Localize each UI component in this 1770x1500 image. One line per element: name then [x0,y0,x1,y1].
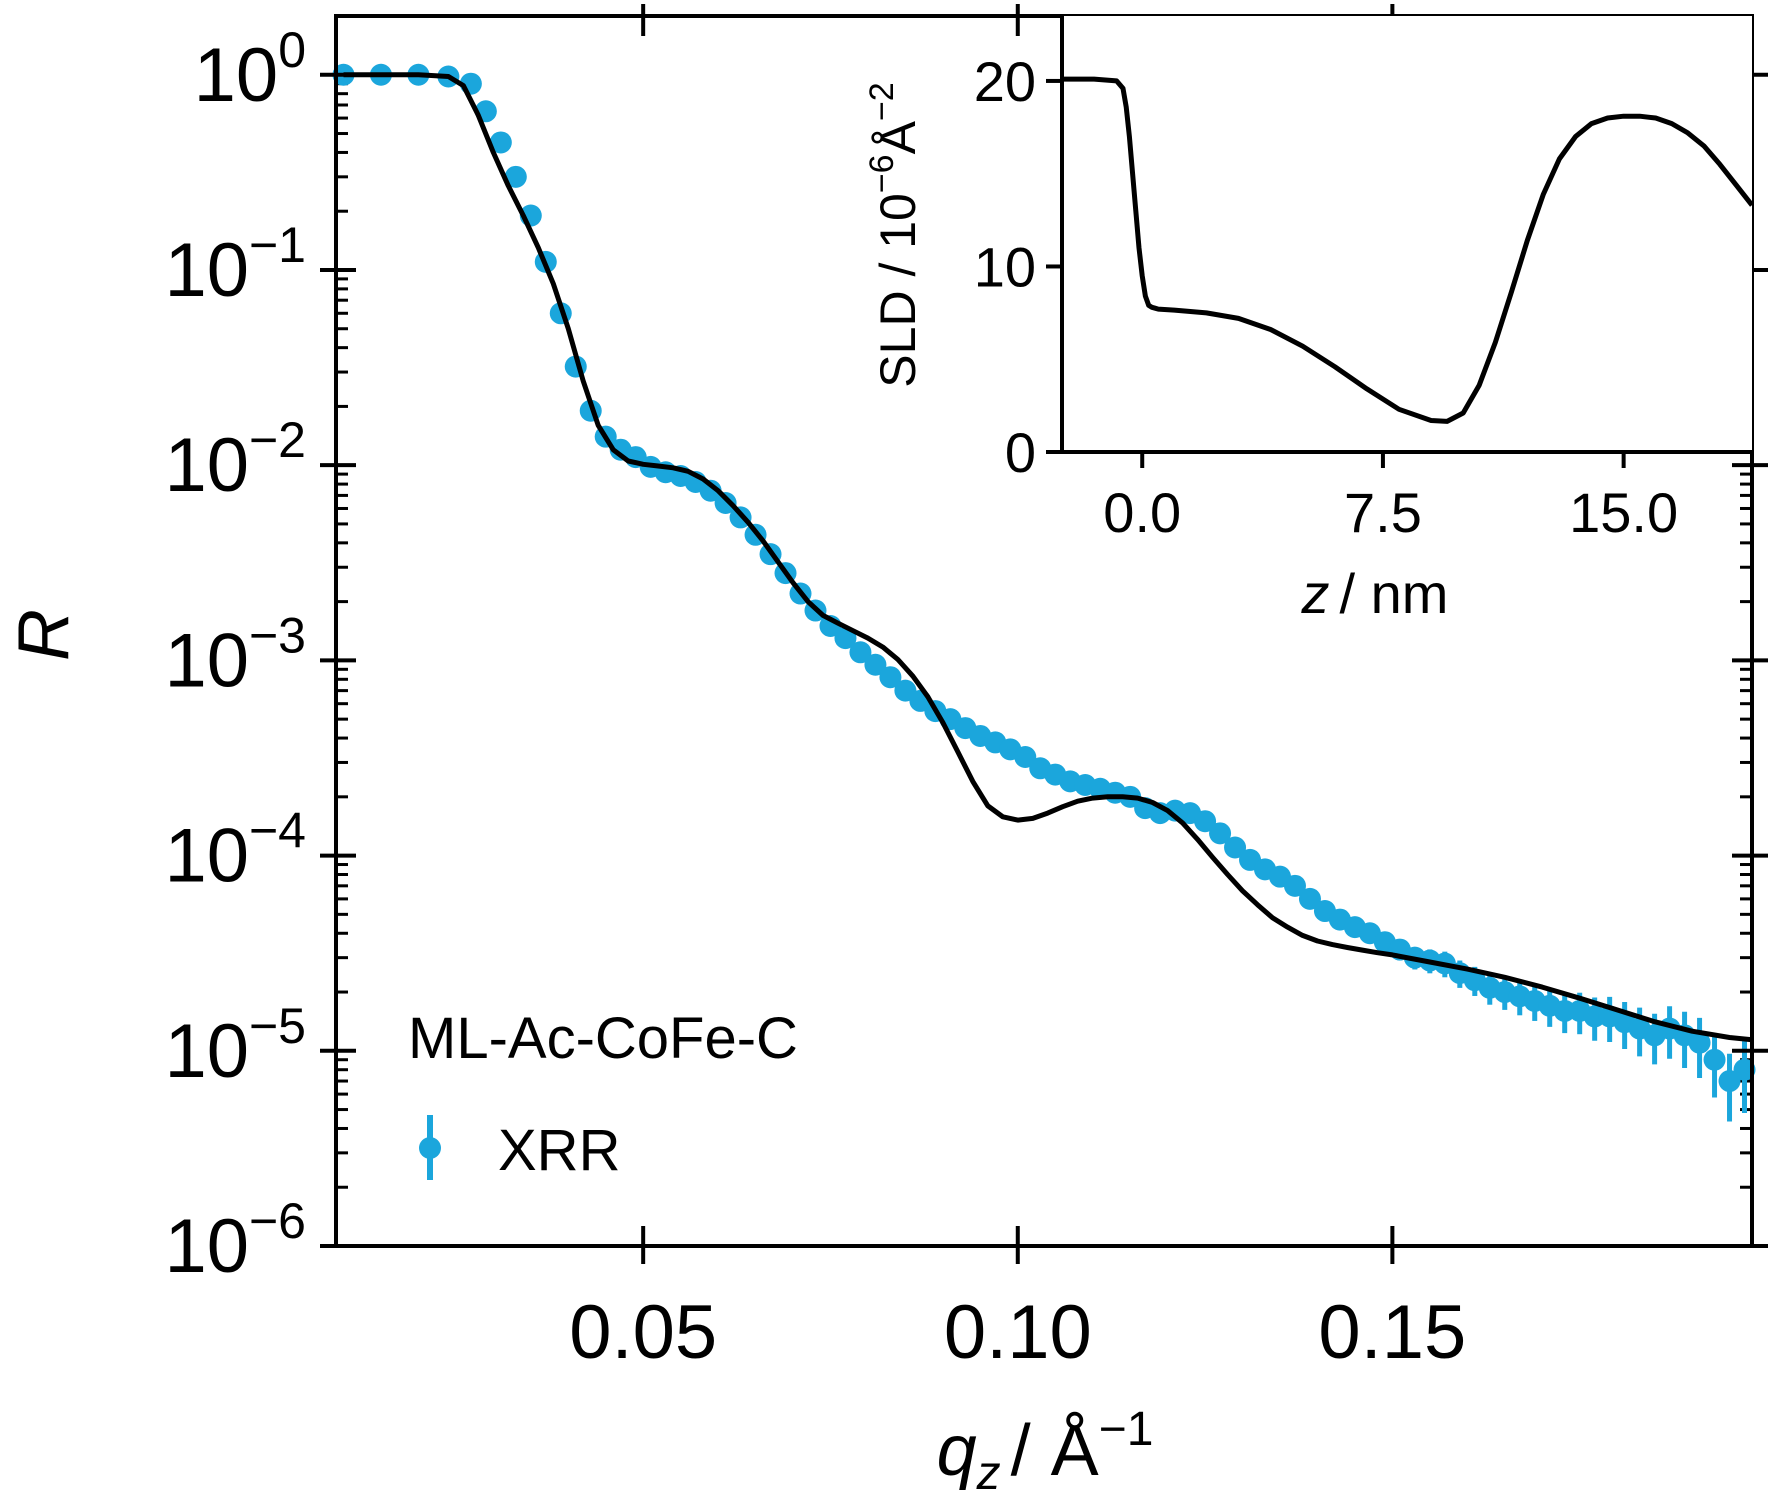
y-tick-label: 10−6 [164,1193,306,1289]
xrr-point [1209,822,1232,845]
inset-y-axis-label-unit: Å [870,120,926,154]
y-tick-label-exp: −2 [249,412,306,468]
main-x-axis-label-sub: z [976,1447,1001,1500]
inset-y-tick-label: 10 [974,235,1036,298]
xrr-point [1194,810,1217,833]
fit-curve [343,72,1753,1043]
y-tick-label: 10−2 [164,412,306,508]
xrr-point [834,627,857,650]
inset-x-axis-label-unit: / nm [1340,562,1449,625]
legend-entry-xrr: XRR [498,1118,620,1183]
y-tick-label: 10−3 [164,607,306,703]
xrr-point [489,131,512,154]
y-tick-label-base: 10 [164,1009,249,1094]
y-tick-label-exp: 0 [278,22,306,78]
y-tick-label-base: 10 [164,1204,249,1289]
x-tick-label: 0.10 [944,1290,1092,1375]
inset-y-ticks: 0 10 20 [974,50,1062,484]
y-tick-label-exp: −5 [249,998,306,1054]
main-x-axis-label-exp: −1 [1099,1403,1154,1456]
legend: ML-Ac-CoFe-C XRR [408,1006,798,1183]
main-x-axis-label-var: q [937,1411,977,1491]
xrr-point [714,492,737,515]
xrr-point [1688,1031,1711,1054]
xrr-point [879,666,902,689]
inset-x-ticks: 0.0 7.5 15.0 [1103,452,1678,544]
inset-axes [1060,16,1752,454]
main-plot-frame [334,14,1754,1248]
legend-xrr-marker [419,1137,441,1159]
y-tick-label-exp: −6 [249,1193,306,1249]
xrr-points [332,63,1756,1093]
xrr-point [1298,887,1321,910]
y-tick-label-base: 10 [164,618,249,703]
legend-title: ML-Ac-CoFe-C [408,1006,798,1071]
inset-y-tick-label: 0 [1005,421,1036,484]
inset-y-tick-label: 20 [974,50,1036,113]
xrr-point [849,641,872,664]
xrr-point [1703,1048,1726,1071]
inset-x-axis-label-var: z [1301,562,1330,625]
inset-x-axis-label: z / nm [1301,562,1449,625]
xrr-point [864,653,887,676]
y-tick-label: 100 [194,22,306,118]
y-tick-label-base: 10 [164,423,249,508]
main-x-axis-label: qz / Å−1 [937,1403,1154,1500]
xrr-point [1283,874,1306,897]
xrr-point [1718,1070,1741,1093]
inset-y-axis-label: SLD / 10−6Å−2 [863,82,926,387]
y-tick-label-base: 10 [194,33,279,118]
x-tick-label: 0.05 [569,1290,717,1375]
main-x-tick-labels: 0.05 0.10 0.15 [569,1290,1466,1375]
main-x-axis-label-unit: / Å [1011,1411,1099,1491]
y-tick-label-base: 10 [164,814,249,899]
y-tick-label-exp: −3 [249,607,306,663]
y-tick-label-exp: −1 [249,217,306,273]
x-tick-label: 0.15 [1318,1290,1466,1375]
y-tick-label-exp: −4 [249,803,306,859]
xrr-point [1014,745,1037,768]
inset-x-tick-label: 7.5 [1344,481,1422,544]
sld-profile-curve [1062,76,1754,424]
xrr-point [1224,836,1247,859]
y-tick-label: 10−1 [164,217,306,313]
inset-plot: 0 10 20 0.0 7.5 15.0 z / nm SLD / 10−6Å−2 [863,16,1754,625]
inset-y-axis-label-exp2: −2 [863,82,901,121]
y-tick-label-base: 10 [164,228,249,313]
inset-y-axis-label-text: SLD / 10 [870,193,926,388]
y-tick-label: 10−4 [164,803,306,899]
inset-y-axis-label-exp1: −6 [863,154,901,193]
y-tick-label: 10−5 [164,998,306,1094]
main-y-axis-label: R [4,609,84,661]
xrr-point [699,479,722,502]
inset-background [1062,16,1752,452]
xrr-point [504,165,527,188]
inset-x-tick-label: 0.0 [1103,481,1181,544]
inset-x-tick-label: 15.0 [1569,481,1678,544]
